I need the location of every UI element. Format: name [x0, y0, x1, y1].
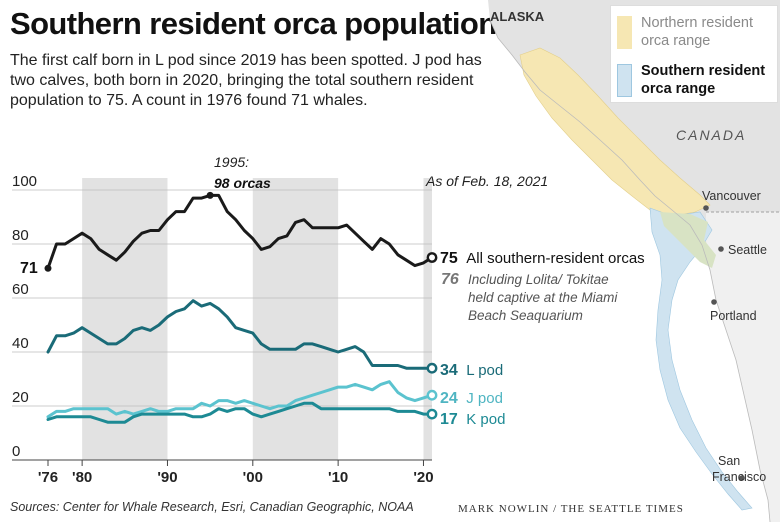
lolita-line2: held captive at the Miami	[468, 290, 618, 305]
j-pod-line	[46, 380, 434, 419]
san-label: San	[718, 454, 740, 468]
y-tick-label: 40	[12, 335, 29, 352]
gridlines	[12, 189, 432, 461]
lolita-line3: Beach Seaquarium	[468, 308, 583, 323]
salish-sea	[660, 212, 716, 268]
portland-dot	[711, 299, 717, 305]
lolita-number: 76	[441, 271, 459, 288]
seattle-dot	[718, 246, 724, 252]
peak-value: 98 orcas	[214, 175, 271, 191]
all-orcas-start-point	[44, 264, 52, 272]
all-text: All southern-resident orcas	[466, 250, 644, 267]
southern-swatch	[617, 64, 632, 97]
northern-range	[519, 47, 711, 217]
seattle-label: Seattle	[728, 243, 767, 257]
series-endpoints	[44, 191, 438, 420]
start-value: 71	[20, 260, 38, 277]
j-pod-text: J pod	[466, 390, 503, 407]
as-of-date: As of Feb. 18, 2021	[425, 173, 548, 189]
coastline	[489, 19, 771, 522]
vancouver-dot	[703, 205, 709, 211]
x-tick-label: '20	[413, 469, 433, 486]
map-legend: Northern resident orca range Southern re…	[610, 5, 778, 103]
x-tick-label: '00	[243, 469, 263, 486]
y-tick-label: 80	[12, 227, 29, 244]
canada-land	[488, 0, 780, 522]
san-francisco-label: San Francisco	[712, 454, 766, 484]
l-pod-number: 34	[440, 362, 458, 379]
all-orcas-peak-point	[206, 191, 214, 199]
j-pod-end-point	[426, 389, 438, 401]
k-pod-number: 17	[440, 411, 458, 428]
x-tick-label: '10	[328, 469, 348, 486]
all-orcas-line	[46, 193, 434, 270]
l-pod-line	[46, 299, 434, 370]
l-pod-label: 34 L pod	[440, 362, 503, 379]
k-pod-end-point	[426, 408, 438, 420]
peak-year: 1995:	[214, 154, 249, 170]
credit-line: MARK NOWLIN / THE SEATTLE TIMES	[458, 503, 684, 515]
francisco-label: Francisco	[712, 470, 766, 484]
southern-legend-label: Southern resident orca range	[641, 63, 766, 97]
all-orcas-end-point	[426, 252, 438, 263]
x-tick-label: '80	[72, 469, 92, 486]
y-tick-label: 100	[12, 173, 37, 190]
y-axis-ticks: 0 20 40 60 80 100	[12, 173, 37, 460]
y-tick-label: 20	[12, 389, 29, 406]
all-number: 75	[440, 250, 458, 267]
chart-subtitle: The first calf born in L pod since 2019 …	[10, 52, 482, 109]
chart-title: Southern resident orca population	[10, 6, 497, 41]
y-tick-label: 0	[12, 443, 20, 460]
northern-swatch	[617, 16, 632, 49]
x-axis-ticks: '76 '80 '90 '00 '10 '20	[38, 460, 434, 486]
x-tick-label: '90	[157, 469, 177, 486]
k-pod-text: K pod	[466, 411, 505, 428]
y-tick-label: 60	[12, 281, 29, 298]
shaded-decade-2	[423, 178, 432, 460]
sources-note: Sources: Center for Whale Research, Esri…	[10, 500, 414, 514]
canada-label: CANADA	[676, 127, 746, 143]
x-tick-label: '76	[38, 469, 58, 486]
all-label: 75 All southern-resident orcas	[440, 250, 645, 267]
vancouver-label: Vancouver	[702, 189, 761, 203]
l-pod-text: L pod	[466, 362, 503, 379]
l-pod-end-point	[426, 362, 438, 374]
san-francisco-dot	[739, 475, 745, 481]
k-pod-line	[46, 401, 434, 424]
us-land	[706, 212, 780, 522]
series-lines	[46, 193, 434, 424]
northern-legend-label: Northern resident orca range	[641, 15, 754, 49]
portland-label: Portland	[710, 309, 757, 323]
j-pod-number: 24	[440, 390, 458, 407]
shaded-decade-1	[252, 178, 339, 460]
k-pod-label: 17 K pod	[440, 411, 505, 428]
alaska-label: ALASKA	[490, 9, 545, 24]
j-pod-label: 24 J pod	[440, 390, 503, 407]
southern-range	[649, 207, 753, 511]
lolita-line1: Including Lolita/ Tokitae	[468, 272, 609, 287]
